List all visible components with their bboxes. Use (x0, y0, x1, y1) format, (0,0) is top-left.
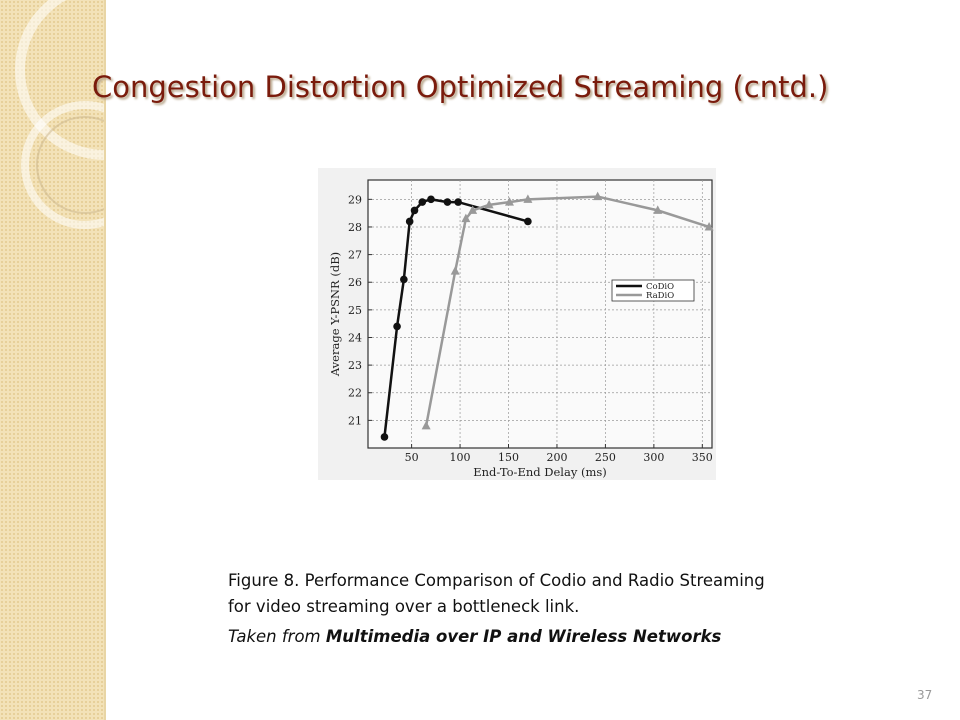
caption-line: Figure 8. Performance Comparison of Codi… (228, 571, 765, 590)
marker (443, 198, 452, 206)
x-tick-label: 50 (405, 451, 419, 464)
x-tick-label: 100 (450, 451, 471, 464)
page-number: 37 (917, 688, 933, 702)
source-title: Multimedia over IP and Wireless Networks (325, 627, 722, 646)
plot-area (367, 179, 713, 449)
series-line (383, 198, 529, 438)
marker (504, 197, 514, 206)
marker (421, 420, 431, 430)
marker (405, 217, 414, 226)
marker (427, 195, 435, 204)
y-tick-label: 21 (348, 414, 362, 427)
y-tick-label: 28 (348, 221, 362, 234)
x-tick-label: 150 (498, 451, 519, 464)
y-tick-label: 24 (348, 331, 362, 344)
caption-source: Taken from Multimedia over IP and Wirele… (228, 624, 765, 650)
marker (450, 266, 460, 275)
y-tick-label: 25 (348, 304, 362, 317)
y-tick-label: 27 (348, 249, 362, 262)
marker (653, 205, 663, 214)
decor-strip (0, 0, 106, 720)
caption-line: for video streaming over a bottleneck li… (228, 597, 580, 616)
x-tick-label: 300 (643, 451, 664, 464)
y-tick-label: 26 (348, 276, 362, 289)
decor (15, 0, 104, 229)
y-tick-label: 22 (348, 387, 362, 400)
y-axis-label: Average Y-PSNR (dB) (328, 252, 342, 377)
slide-title: Congestion Distortion Optimized Streamin… (92, 70, 829, 104)
x-tick-label: 350 (692, 451, 713, 464)
marker (400, 275, 408, 284)
caption: Figure 8. Performance Comparison of Codi… (228, 568, 765, 650)
y-tick-label: 29 (348, 193, 362, 206)
y-tick-label: 23 (348, 359, 362, 372)
marker (593, 191, 603, 201)
marker (418, 198, 427, 206)
x-axis-label: End-To-End Delay (ms) (473, 465, 607, 479)
marker (484, 199, 494, 209)
marker (523, 194, 533, 203)
marker (393, 322, 401, 331)
marker (468, 205, 478, 214)
series-line (424, 195, 710, 427)
marker (410, 206, 419, 215)
legend-label: RaDiO (646, 291, 674, 301)
x-tick-label: 250 (595, 451, 616, 464)
legend-label: CoDiO (646, 282, 674, 292)
x-tick-label: 200 (546, 451, 567, 464)
marker (524, 217, 532, 226)
marker (704, 221, 714, 231)
marker (454, 198, 462, 206)
marker (461, 213, 471, 223)
source-prefix: Taken from (228, 627, 321, 646)
marker (380, 433, 389, 441)
